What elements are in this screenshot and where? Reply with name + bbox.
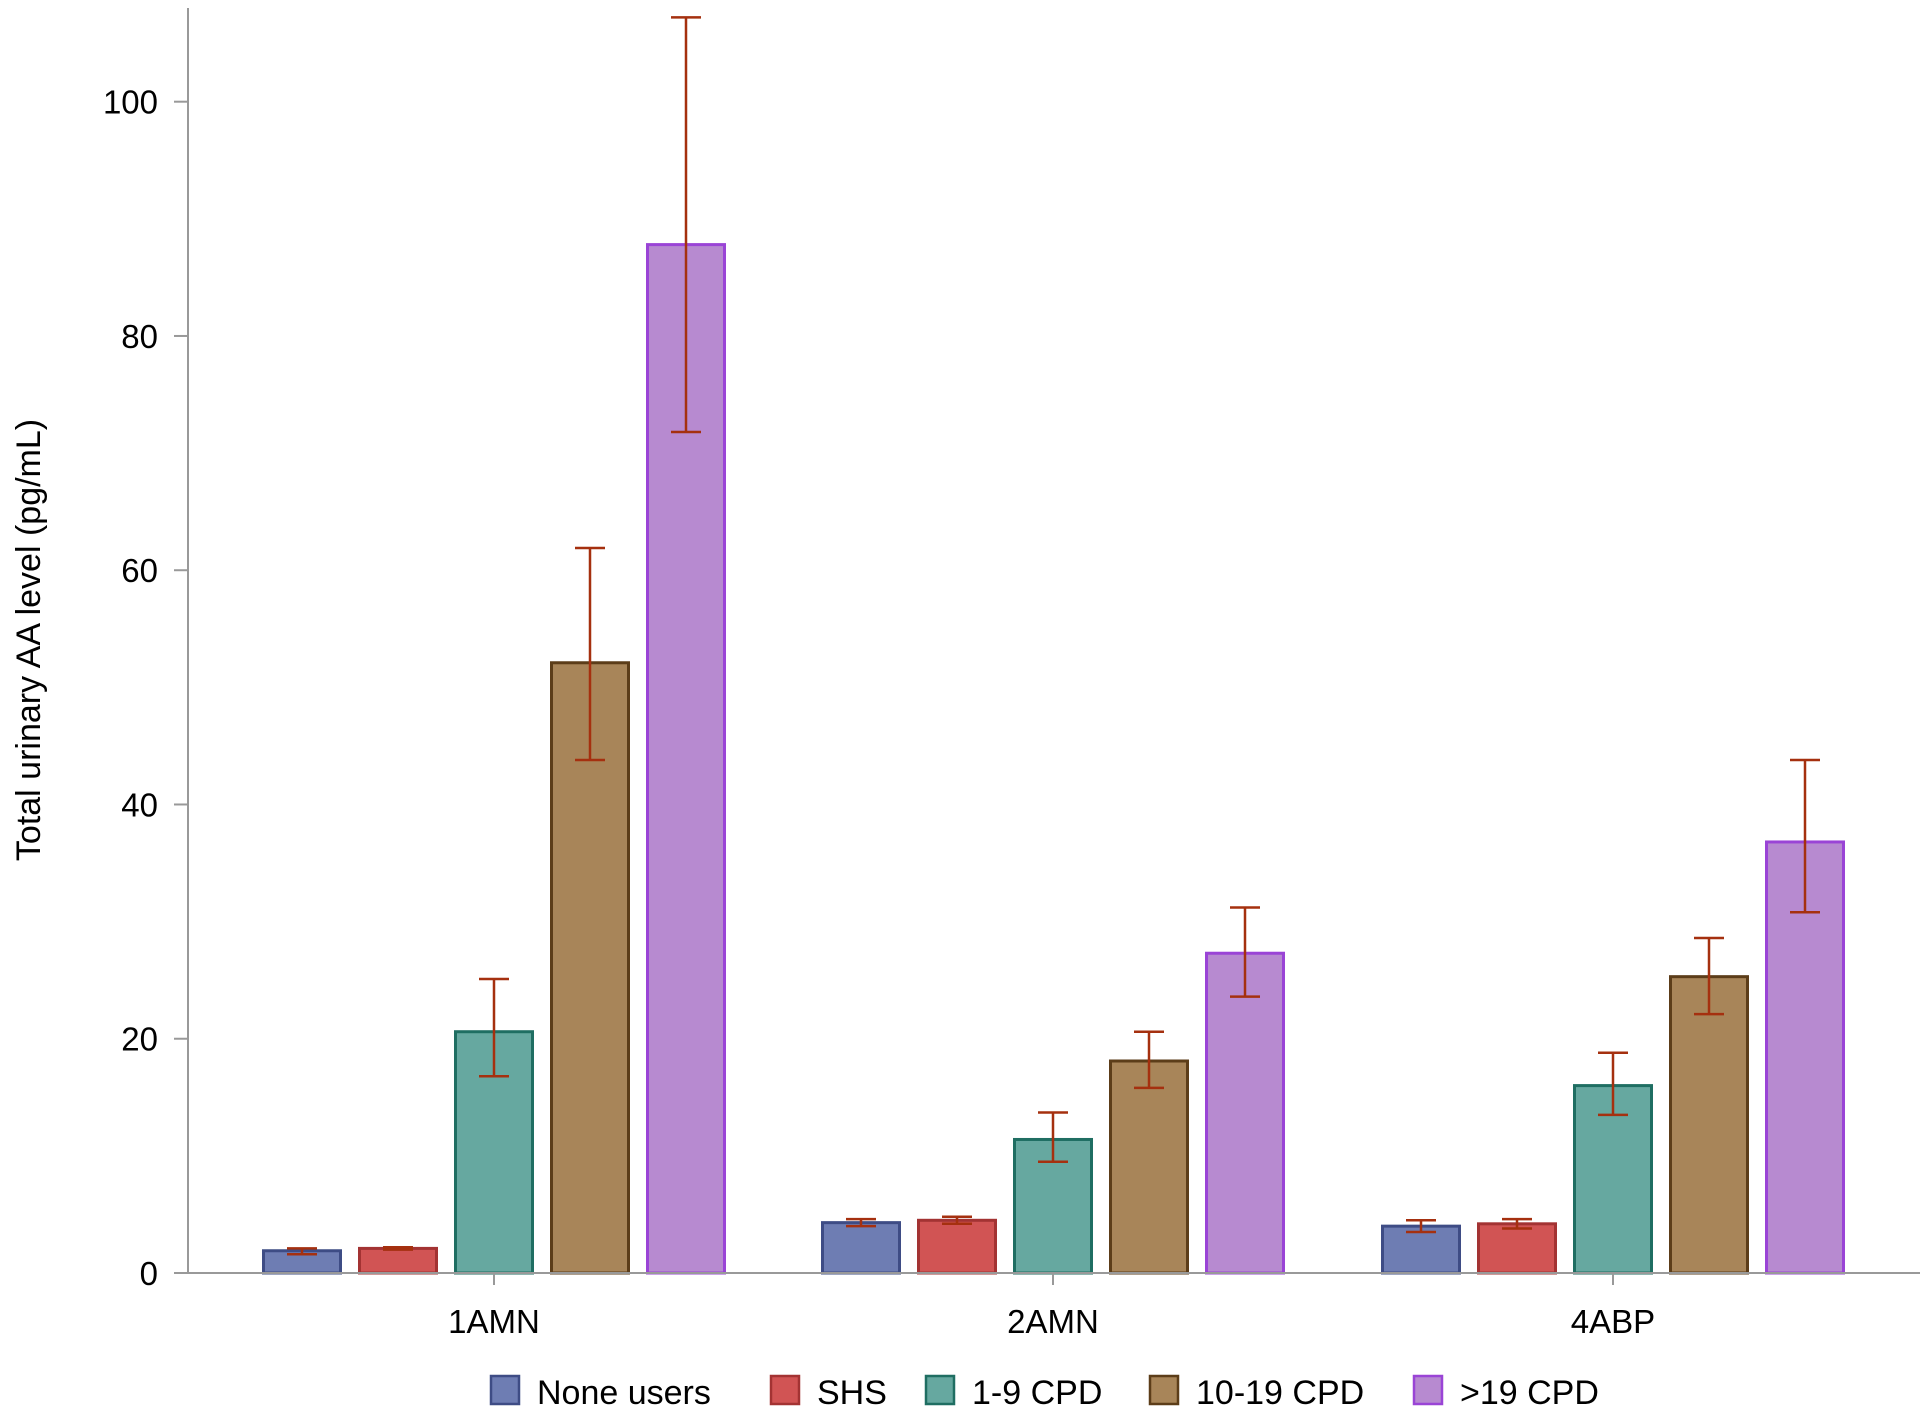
- legend-swatch: [769, 1374, 801, 1406]
- legend-swatch: [924, 1374, 956, 1406]
- y-axis-title: Total urinary AA level (pg/mL): [10, 419, 48, 861]
- legend-label: >19 CPD: [1460, 1374, 1599, 1412]
- y-tick-label: 80: [121, 318, 158, 355]
- x-tick-label: 4ABP: [1571, 1303, 1655, 1340]
- bar: [358, 1246, 438, 1275]
- legend-label: 1-9 CPD: [972, 1374, 1102, 1412]
- bar: [917, 1218, 997, 1275]
- bar: [1477, 1222, 1557, 1275]
- bar: [1669, 975, 1749, 1275]
- y-tick-label: 40: [121, 786, 158, 823]
- legend: None users SHS 1-9 CPD 10-19 CPD >19 CPD: [489, 1374, 1599, 1412]
- y-tick-label: 0: [140, 1255, 158, 1292]
- legend-swatch: [1412, 1374, 1444, 1406]
- y-tick-label: 60: [121, 552, 158, 589]
- bars-layer: [262, 243, 1845, 1275]
- legend-label: None users: [537, 1374, 711, 1412]
- bar: [1205, 951, 1285, 1275]
- bar: [550, 661, 630, 1275]
- bar: [821, 1221, 901, 1275]
- bar: [1109, 1059, 1189, 1275]
- legend-label: 10-19 CPD: [1196, 1374, 1364, 1412]
- x-tick-label: 2AMN: [1007, 1303, 1099, 1340]
- y-ticks: 0 20 40 60 80 100: [103, 84, 188, 1292]
- x-tick-label: 1AMN: [448, 1303, 540, 1340]
- legend-swatch: [1148, 1374, 1180, 1406]
- bar: [1573, 1084, 1653, 1275]
- axes-layer: [187, 8, 1920, 1274]
- y-tick-label: 100: [103, 84, 158, 121]
- y-tick-label: 20: [121, 1021, 158, 1058]
- error-bars-layer: [287, 16, 1820, 1256]
- legend-swatch: [489, 1374, 521, 1406]
- legend-label: SHS: [817, 1374, 887, 1412]
- x-ticks: 1AMN 2AMN 4ABP: [448, 1273, 1655, 1340]
